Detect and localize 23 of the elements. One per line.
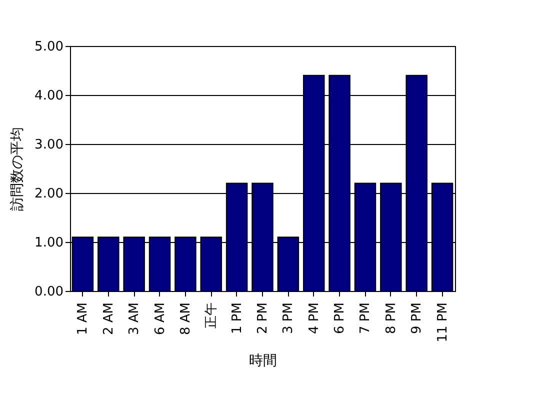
y-tick-label: 5.00 <box>34 40 64 54</box>
x-tick-label: 2 PM <box>256 302 270 334</box>
x-tick-label: 1 PM <box>230 302 245 334</box>
x-tick-label: 8 AM <box>178 302 194 336</box>
x-axis-title: 時間 <box>249 353 277 370</box>
x-tick-label: 8 PM <box>384 302 399 334</box>
x-tick-label: 3 AM <box>127 302 142 336</box>
x-tick-label: 2 AM <box>101 302 116 336</box>
x-tick-label: 9 PM <box>410 302 425 334</box>
y-tick-label: 3.00 <box>34 138 64 152</box>
x-tick-label: 11 PM <box>435 302 450 342</box>
x-tick-label: 3 PM <box>281 302 296 334</box>
y-tick-label: 2.00 <box>34 186 64 202</box>
y-tick-label: 0.00 <box>34 284 64 300</box>
x-tick-label: 正午 <box>204 302 220 328</box>
x-tick-label: 4 PM <box>306 302 322 334</box>
y-axis-title: 訪問数の平均 <box>10 127 26 211</box>
x-tick-label: 1 AM <box>76 302 91 336</box>
y-tick-label: 1.00 <box>34 236 64 250</box>
x-tick-label: 6 PM <box>332 302 348 334</box>
x-tick-label: 6 AM <box>152 302 168 336</box>
y-tick-label: 4.00 <box>34 88 64 104</box>
x-tick-label: 7 PM <box>358 302 374 334</box>
